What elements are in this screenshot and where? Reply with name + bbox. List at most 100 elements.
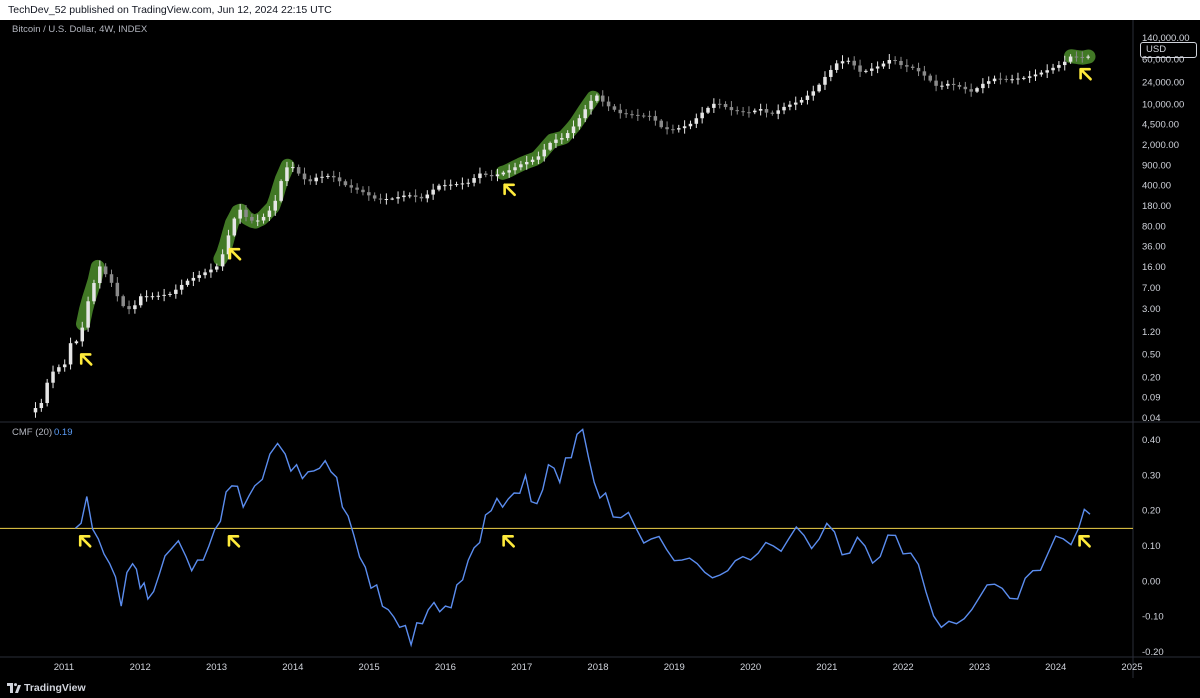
currency-button[interactable]: USD (1140, 42, 1197, 58)
candle (928, 73, 932, 83)
candle (618, 103, 623, 119)
footer: TradingView (0, 678, 1200, 698)
candle (963, 81, 968, 94)
price-tick-label: 7.00 (1142, 283, 1161, 294)
grid-layer (0, 20, 1200, 678)
time-tick-label: 2013 (206, 662, 227, 673)
price-tick-label: 24,000.00 (1142, 77, 1184, 88)
candle (571, 120, 576, 139)
price-axis: 140,000.00 60,000.00 24,000.00 10,000.00 4,5… (1142, 33, 1190, 424)
candle (57, 364, 61, 375)
candle (922, 65, 927, 81)
candle (630, 110, 634, 119)
candle (343, 179, 348, 187)
candle (764, 103, 769, 118)
candle (548, 141, 552, 151)
chart-canvas[interactable]: 140,000.00 60,000.00 24,000.00 10,000.00 4,5… (0, 20, 1200, 678)
candle (1086, 54, 1090, 60)
candle (712, 98, 716, 113)
arrow-layer (79, 67, 1092, 366)
candle (957, 82, 962, 90)
candle (390, 197, 394, 201)
candle (1010, 74, 1014, 84)
price-tick-label: 3.00 (1142, 304, 1161, 315)
time-tick-label: 2018 (587, 662, 608, 673)
candle (355, 183, 359, 194)
candle (384, 193, 389, 205)
candle (80, 321, 85, 347)
candle (1033, 69, 1038, 81)
candle (729, 101, 734, 116)
candle (934, 74, 938, 92)
candle (291, 161, 295, 172)
candle (823, 71, 827, 90)
price-tick-label: 400.00 (1142, 181, 1171, 192)
candle (448, 179, 453, 190)
candle (524, 155, 529, 170)
candle (378, 193, 383, 204)
candle (203, 268, 207, 279)
candle (1027, 70, 1032, 83)
candle (700, 106, 704, 124)
candle (782, 102, 786, 115)
candle (554, 133, 558, 149)
candle (595, 93, 599, 103)
candle (624, 109, 628, 118)
price-tick-label: 2,000.00 (1142, 140, 1179, 151)
candle (887, 54, 892, 70)
candle (279, 179, 283, 203)
candle (770, 110, 775, 116)
candle (1022, 76, 1026, 81)
candle (536, 151, 541, 165)
candle (484, 171, 488, 178)
candle (986, 76, 991, 89)
candle (694, 113, 699, 129)
candle (466, 178, 470, 188)
price-tick-label: 10,000.00 (1142, 100, 1184, 111)
price-arrow-marker (228, 247, 242, 261)
candle (220, 249, 225, 271)
chart-area[interactable]: 140,000.00 60,000.00 24,000.00 10,000.00 4,5… (0, 20, 1200, 678)
candle (285, 161, 289, 187)
time-tick-label: 2020 (740, 662, 761, 673)
candle (191, 272, 196, 287)
price-tick-label: 0.04 (1142, 413, 1161, 424)
candle (367, 186, 371, 201)
candle (109, 269, 114, 287)
price-tick-label: 4,500.00 (1142, 120, 1179, 131)
candle (946, 80, 950, 89)
candle (864, 69, 868, 74)
candle (478, 167, 482, 184)
candle (940, 81, 944, 90)
price-tick-label: 180.00 (1142, 201, 1171, 212)
candle (788, 100, 792, 111)
price-tick-label: 16.00 (1142, 262, 1166, 273)
candle (39, 398, 44, 412)
candle (127, 300, 131, 315)
candle (758, 103, 763, 116)
candle (349, 179, 354, 193)
candle (454, 181, 459, 187)
candle (753, 108, 757, 115)
candle (314, 173, 318, 185)
highlight-band-0 (76, 259, 105, 331)
candle (981, 78, 985, 94)
time-tick-label: 2023 (969, 662, 990, 673)
candle (396, 191, 400, 204)
candle (501, 170, 506, 176)
candle (62, 359, 67, 372)
price-tick-label: 900.00 (1142, 160, 1171, 171)
candle (472, 174, 476, 187)
time-tick-label: 2025 (1121, 662, 1142, 673)
candle (103, 263, 108, 278)
candle (881, 60, 886, 69)
candle (519, 160, 523, 171)
candle (51, 365, 55, 389)
candle (320, 170, 324, 184)
candle (460, 177, 465, 190)
time-tick-label: 2014 (282, 662, 303, 673)
candle (799, 97, 804, 106)
candle (372, 192, 377, 202)
cmf-label: CMF (20) (12, 427, 52, 438)
candle (899, 56, 903, 69)
